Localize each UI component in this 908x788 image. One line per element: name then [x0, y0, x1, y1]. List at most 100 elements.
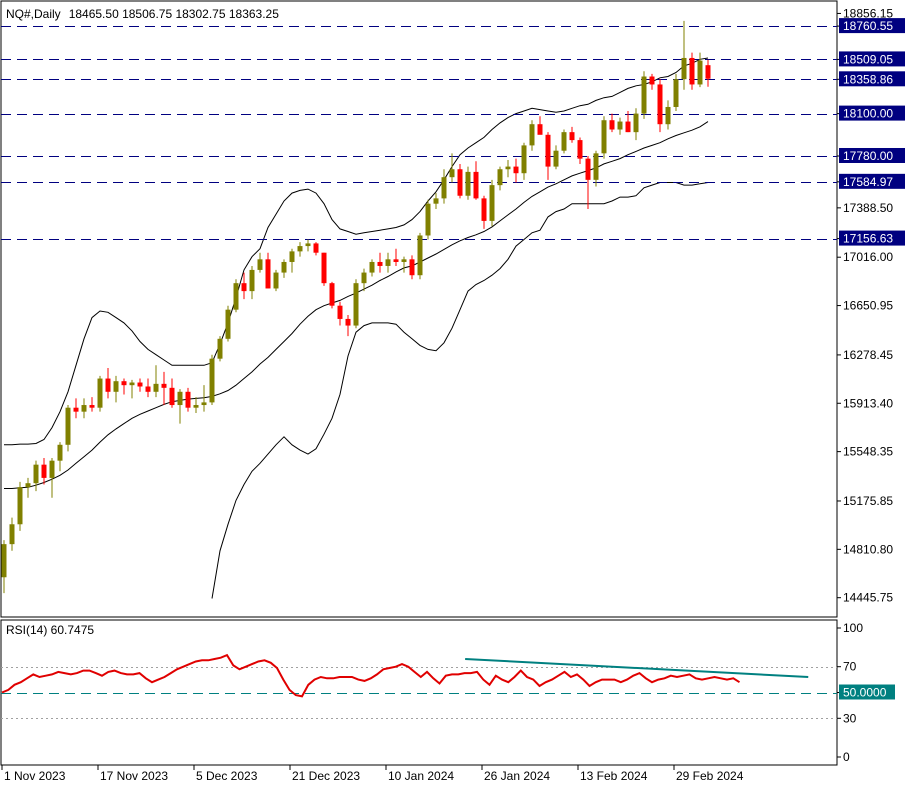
candle [145, 378, 151, 398]
level-label: 17584.97 [843, 175, 893, 189]
candle-body [665, 106, 671, 125]
candle-body [513, 166, 519, 174]
price-tick-label: 15548.35 [843, 445, 893, 459]
candle-body [617, 121, 623, 130]
candle [417, 232, 423, 280]
candle-body [433, 198, 439, 204]
ohlc-readout: 18465.50 18506.75 18302.75 18363.25 [69, 7, 280, 21]
candle-body [457, 169, 463, 196]
candle-body [385, 259, 391, 266]
candle-body [217, 338, 223, 359]
candle [505, 159, 511, 178]
candle-body [393, 259, 399, 262]
candle-body [529, 124, 535, 146]
candle [681, 20, 687, 90]
price-tick-label: 16278.45 [843, 348, 893, 362]
candle-body [321, 252, 327, 284]
candle [425, 199, 431, 240]
candle [297, 242, 303, 257]
candle [281, 259, 287, 278]
candle-body [425, 203, 431, 236]
candle [513, 158, 519, 183]
rsi-panel-border [0, 619, 838, 766]
candle [401, 256, 407, 273]
candle [121, 378, 127, 395]
rsi-tick-label: 30 [843, 711, 857, 725]
price-tick-label: 15175.85 [843, 494, 893, 508]
level-label: 18100.00 [843, 107, 893, 121]
candle [289, 248, 295, 273]
candle [249, 265, 255, 300]
candle-body [249, 269, 255, 292]
candle [97, 375, 103, 412]
rsi-levels [1, 667, 837, 719]
time-axis: 1 Nov 2023 17 Nov 2023 5 Dec 2023 21 Dec 20… [1, 765, 744, 783]
candle-body [329, 283, 335, 306]
candle-body [9, 524, 15, 545]
candle-body [593, 153, 599, 180]
candle [153, 365, 159, 398]
candle [657, 79, 663, 133]
candle-body [281, 261, 287, 273]
candle-body [49, 460, 55, 478]
candle-body [41, 464, 47, 478]
candle [649, 73, 655, 90]
candle-body [273, 272, 279, 289]
bollinger-upper [4, 57, 709, 446]
candle-body [25, 483, 31, 488]
candle [705, 59, 711, 87]
level-label-box [839, 71, 905, 87]
candle-body [417, 235, 423, 276]
level-label-box [839, 230, 905, 246]
candle-body [225, 309, 231, 339]
time-tick-label: 17 Nov 2023 [100, 769, 168, 783]
candle-body [145, 386, 151, 392]
candle [465, 166, 471, 200]
candle-body [121, 381, 127, 386]
time-tick-label: 1 Nov 2023 [4, 769, 66, 783]
level-label-box [839, 147, 905, 163]
candle-body [441, 177, 447, 199]
candle [1, 540, 7, 594]
candle [617, 117, 623, 135]
candle [329, 281, 335, 309]
rsi-line [1, 653, 741, 698]
candle [577, 137, 583, 164]
candle-body [113, 381, 119, 392]
candle-body [673, 79, 679, 107]
candle-body [89, 405, 95, 408]
candle [193, 397, 199, 413]
candle [673, 73, 679, 111]
candle-body [81, 405, 87, 412]
level-label: 18358.86 [843, 72, 893, 86]
candle [169, 378, 175, 408]
candle [361, 268, 367, 292]
candle-body [681, 57, 687, 80]
candle [377, 252, 383, 273]
candle-body [169, 387, 175, 406]
candle-body [73, 407, 79, 412]
candle [105, 367, 111, 399]
candle-body [129, 382, 135, 386]
candle-body [297, 246, 303, 252]
candle-body [177, 391, 183, 406]
candle-body [17, 487, 23, 525]
chart-header: NQ#,Daily 18465.50 18506.75 18302.75 1836… [6, 7, 279, 21]
candle-body [153, 383, 159, 392]
candle-body [185, 391, 191, 408]
candle [57, 442, 63, 472]
candle [561, 129, 567, 154]
candle [33, 460, 39, 492]
candle-body [449, 169, 455, 178]
candle [241, 272, 247, 300]
candle [497, 166, 503, 191]
candle [481, 195, 487, 229]
candle [457, 163, 463, 199]
candle-body [481, 198, 487, 221]
candle-body [489, 185, 495, 221]
candle [569, 126, 575, 143]
candle [697, 52, 703, 88]
time-tick-label: 5 Dec 2023 [196, 769, 258, 783]
candle-body [289, 251, 295, 262]
